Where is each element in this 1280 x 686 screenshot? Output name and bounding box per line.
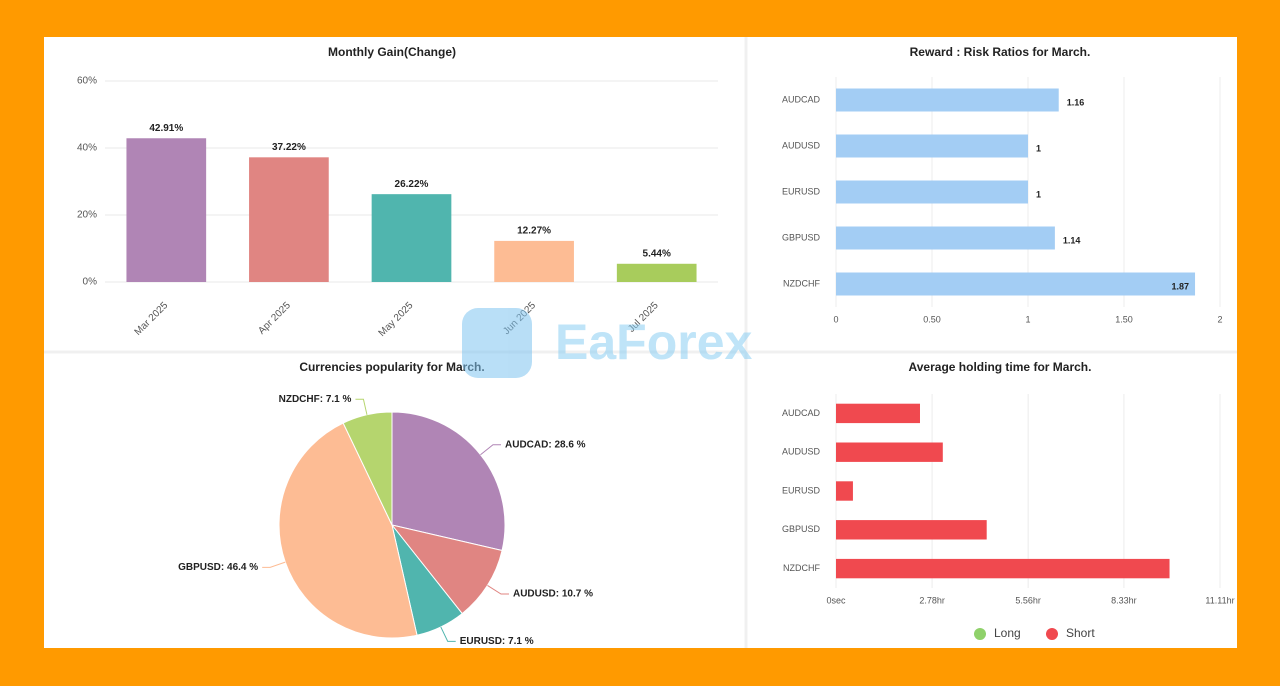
bar: [836, 481, 853, 501]
bar: [836, 520, 987, 540]
legend-label: Short: [1066, 626, 1095, 640]
bar: [494, 240, 574, 282]
x-tick-label: 2.78hr: [919, 595, 945, 605]
leader-line: [487, 585, 509, 595]
x-tick-label: 11.11hr: [1205, 595, 1234, 605]
x-tick-label: 5.56hr: [1015, 595, 1041, 605]
pie-slice: [342, 411, 393, 526]
chart-title: Average holding time for March.: [909, 360, 1092, 374]
bar: [836, 226, 1055, 250]
y-tick-label: NZDCHF: [783, 278, 820, 288]
y-tick-label: AUDCAD: [782, 408, 821, 418]
leader-line: [480, 444, 502, 456]
bar: [836, 442, 943, 462]
y-tick-label: 0%: [83, 277, 98, 288]
legend-label: Long: [994, 626, 1021, 640]
chart-title: Currencies popularity for March.: [299, 360, 484, 374]
y-tick-label: GBPUSD: [782, 524, 821, 534]
x-tick-label: 1.50: [1115, 314, 1133, 324]
pie-slice: [390, 524, 503, 615]
y-tick-label: GBPUSD: [782, 232, 821, 242]
bar: [836, 403, 920, 424]
value-label: 1.87: [1172, 281, 1190, 291]
value-label: 12.27%: [517, 226, 551, 237]
value-label: 42.91%: [149, 123, 183, 134]
y-tick-label: AUDCAD: [782, 94, 821, 104]
value-label: EURUSD: 7.1 %: [460, 636, 534, 647]
y-tick-label: 20%: [77, 210, 97, 221]
value-label: GBPUSD: 46.4 %: [178, 562, 258, 573]
y-tick-label: 60%: [77, 76, 97, 87]
value-label: AUDUSD: 10.7 %: [513, 589, 593, 600]
x-tick-label: 8.33hr: [1111, 595, 1137, 605]
y-tick-label: AUDUSD: [782, 140, 821, 150]
value-label: 1: [1036, 189, 1041, 199]
bar: [836, 180, 1028, 204]
pie-slice: [391, 411, 506, 552]
watermark: EaForex: [462, 308, 753, 378]
bar: [616, 263, 697, 282]
x-tick-label: 0sec: [826, 595, 846, 605]
y-tick-label: AUDUSD: [782, 447, 821, 457]
bar: [836, 272, 1196, 296]
value-label: 1.14: [1063, 235, 1081, 245]
chart-title: Reward : Risk Ratios for March.: [910, 45, 1091, 59]
bar: [371, 194, 452, 282]
legend-marker: [1046, 628, 1058, 640]
y-tick-label: NZDCHF: [783, 563, 820, 573]
bar: [836, 88, 1059, 112]
y-tick-label: 40%: [77, 143, 97, 154]
value-label: 37.22%: [272, 142, 306, 153]
leader-line: [262, 561, 286, 568]
value-label: 26.22%: [395, 179, 429, 190]
leader-line: [355, 398, 368, 415]
watermark-logo: [462, 308, 532, 378]
value-label: 1.16: [1067, 97, 1085, 107]
x-tick-label: 2: [1217, 314, 1222, 324]
x-tick-label: 0: [833, 314, 838, 324]
panel: [44, 37, 1237, 648]
bar: [836, 558, 1170, 579]
legend-marker: [974, 628, 986, 640]
leader-line: [440, 626, 456, 642]
value-label: 5.44%: [643, 248, 671, 259]
x-tick-label: 0.50: [923, 314, 941, 324]
value-label: 1: [1036, 143, 1041, 153]
pie-slice: [278, 422, 418, 639]
y-tick-label: EURUSD: [782, 485, 821, 495]
y-tick-label: EURUSD: [782, 186, 821, 196]
chart-title: Monthly Gain(Change): [328, 45, 456, 59]
bar: [836, 134, 1028, 158]
watermark-text: EaForex: [555, 314, 753, 370]
value-label: NZDCHF: 7.1 %: [279, 394, 352, 405]
bar: [126, 138, 207, 282]
value-label: AUDCAD: 28.6 %: [505, 439, 586, 450]
bar: [249, 157, 329, 282]
x-tick-label: 1: [1025, 314, 1030, 324]
